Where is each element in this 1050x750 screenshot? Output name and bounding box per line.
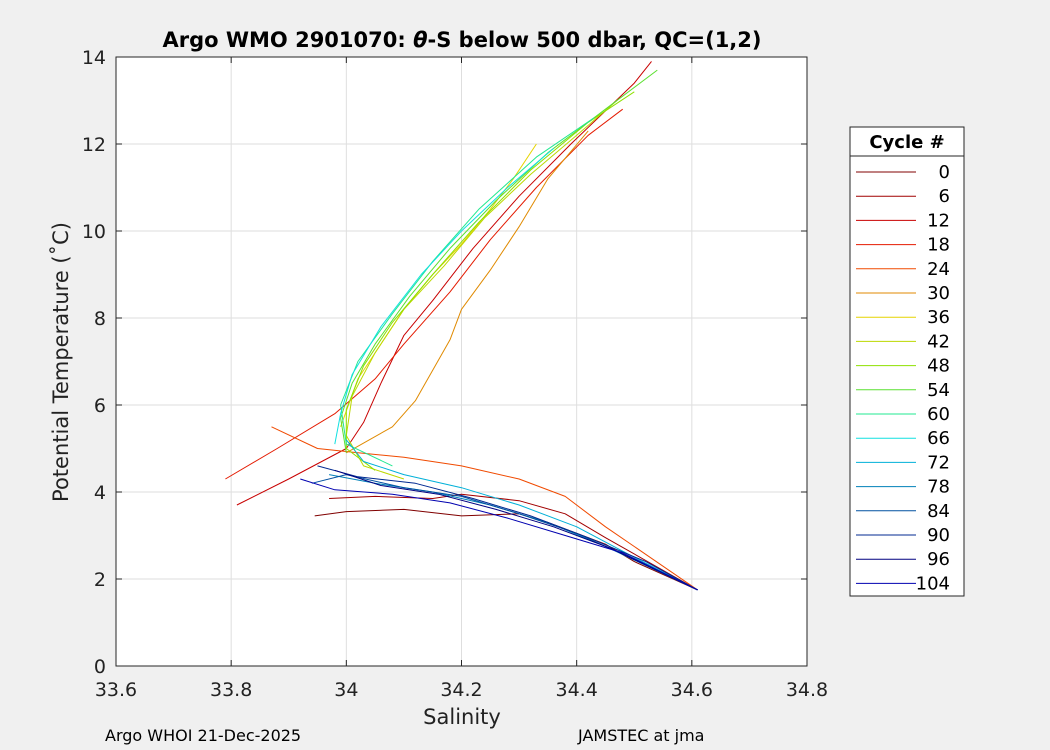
- x-tick-label: 34.8: [786, 679, 828, 701]
- y-tick-label: 6: [94, 395, 106, 417]
- y-axis-label: Potential Temperature (˚C): [49, 222, 73, 502]
- legend-label-cycle-30: 30: [927, 283, 950, 304]
- legend-label-cycle-48: 48: [927, 356, 950, 377]
- y-tick-label: 2: [94, 569, 106, 591]
- legend-label-cycle-104: 104: [916, 573, 950, 594]
- series-line-cycle-60: [340, 117, 595, 467]
- x-tick-label: 34: [334, 679, 358, 701]
- series-line-cycle-96: [334, 469, 698, 591]
- series-line-cycle-90: [317, 465, 698, 591]
- series-line-cycle-54: [340, 69, 658, 453]
- series-line-cycle-24: [271, 426, 698, 591]
- x-tick-label: 33.8: [210, 679, 252, 701]
- legend-label-cycle-18: 18: [927, 235, 950, 256]
- legend-label-cycle-12: 12: [927, 210, 950, 231]
- axis-ticks: [115, 56, 808, 667]
- series-line-cycle-30: [346, 130, 589, 454]
- series-line-cycle-12: [236, 61, 652, 506]
- legend-label-cycle-60: 60: [927, 404, 950, 425]
- series-line-cycle-6: [329, 493, 698, 591]
- footer-left: Argo WHOI 21-Dec-2025: [105, 726, 301, 745]
- x-tick-label: 33.6: [95, 679, 137, 701]
- legend: Cycle # 0 6 12 18 24 30 36 42 48 54 60 66 72 78 84 90 96…: [849, 126, 965, 597]
- legend-label-cycle-96: 96: [927, 549, 950, 570]
- x-tick-label: 34.4: [556, 679, 598, 701]
- legend-label-cycle-6: 6: [939, 186, 950, 207]
- legend-label-cycle-78: 78: [927, 477, 950, 498]
- y-tick-label: 0: [94, 656, 106, 678]
- legend-label-cycle-36: 36: [927, 307, 950, 328]
- legend-label-cycle-42: 42: [927, 331, 950, 352]
- x-tick-label: 34.6: [671, 679, 713, 701]
- chart-title: Argo WMO 2901070: θ-S below 500 dbar, QC…: [162, 28, 761, 52]
- y-tick-label: 10: [82, 221, 106, 243]
- series-line-cycle-48: [345, 91, 635, 471]
- legend-label-cycle-0: 0: [939, 162, 950, 183]
- footer-right: JAMSTEC at jma: [577, 726, 704, 745]
- y-tick-labels: 0 2 4 6 8 10 12 14: [82, 47, 106, 678]
- y-tick-label: 12: [82, 134, 106, 156]
- legend-label-cycle-24: 24: [927, 259, 950, 280]
- series-layer: [225, 61, 698, 591]
- legend-label-cycle-72: 72: [927, 452, 950, 473]
- series-line-cycle-66: [334, 148, 554, 445]
- x-tick-labels: 33.6 33.8 34 34.2 34.4 34.6 34.8: [95, 679, 828, 701]
- legend-label-cycle-66: 66: [927, 428, 950, 449]
- legend-entries: 0 6 12 18 24 30 36 42 48 54 60 66 72 78 84 90 96 104: [856, 162, 950, 594]
- series-line-cycle-72: [345, 439, 698, 591]
- series-line-cycle-104: [300, 478, 698, 591]
- legend-label-cycle-84: 84: [927, 501, 950, 522]
- y-tick-label: 14: [82, 47, 106, 69]
- x-tick-label: 34.2: [440, 679, 482, 701]
- y-tick-label: 4: [94, 482, 106, 504]
- x-axis-label: Salinity: [423, 705, 501, 729]
- legend-box: [849, 126, 965, 597]
- y-tick-label: 8: [94, 308, 106, 330]
- legend-title: Cycle #: [869, 132, 944, 153]
- legend-label-cycle-90: 90: [927, 525, 950, 546]
- legend-label-cycle-54: 54: [927, 380, 950, 401]
